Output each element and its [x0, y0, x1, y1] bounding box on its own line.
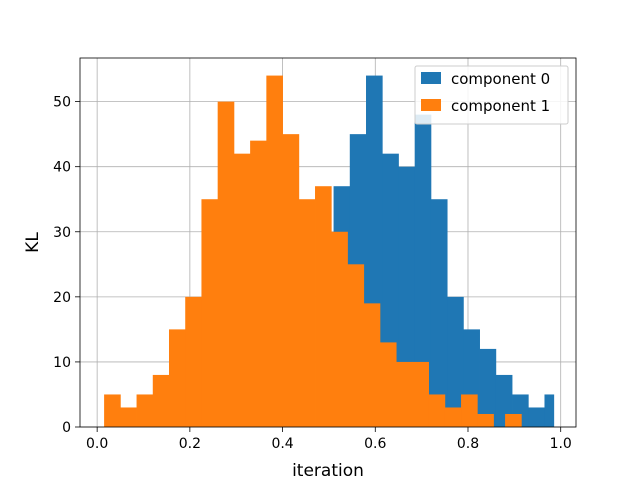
- histogram-bar: [217, 101, 235, 427]
- histogram-bar: [233, 153, 251, 427]
- histogram-bar: [505, 413, 522, 427]
- histogram-bar: [298, 199, 316, 427]
- histogram-bar: [479, 348, 497, 427]
- histogram-bar: [414, 114, 432, 427]
- histogram-bar: [363, 303, 381, 427]
- histogram-bar: [461, 394, 478, 427]
- legend-label-component-1: component 1: [451, 97, 550, 115]
- histogram-bars: [104, 75, 555, 428]
- histogram-bar: [266, 75, 283, 428]
- histogram-bar: [477, 413, 494, 427]
- histogram-bar: [152, 374, 170, 427]
- plot-frame: [79, 57, 577, 428]
- histogram-bar: [282, 134, 300, 427]
- histogram-bar: [544, 394, 555, 427]
- histogram-bar: [396, 361, 413, 427]
- x-tick-label: 0.2: [179, 436, 201, 452]
- y-tick-label: 50: [53, 95, 71, 111]
- histogram-bar: [185, 296, 202, 427]
- legend-swatch-component-1: [421, 99, 441, 111]
- histogram-bar: [250, 140, 267, 427]
- histogram-bar: [444, 407, 462, 427]
- histogram-bar: [447, 296, 464, 427]
- histogram-bar: [379, 342, 397, 427]
- histogram-bar: [120, 407, 137, 427]
- legend: component 0 component 1: [414, 65, 569, 125]
- y-tick-label: 10: [53, 355, 71, 371]
- histogram-bar: [430, 199, 448, 427]
- legend-label-component-0: component 0: [451, 70, 550, 88]
- axis-ticks: 0.0 0.2 0.4 0.6 0.8 1.0 0 10 20 30 40 50: [53, 95, 572, 452]
- y-axis-label: KL: [23, 232, 43, 253]
- histogram-bar: [528, 407, 545, 427]
- y-tick-label: 20: [53, 290, 71, 306]
- histogram-bar: [347, 264, 365, 427]
- y-tick-label: 0: [62, 420, 71, 436]
- x-tick-label: 0.8: [457, 436, 479, 452]
- histogram-bar: [428, 394, 446, 427]
- legend-box: [414, 65, 569, 125]
- y-tick-label: 40: [53, 160, 71, 176]
- x-tick-label: 1.0: [550, 436, 572, 452]
- histogram-bar: [315, 186, 332, 427]
- histogram-bar: [412, 361, 429, 427]
- histogram-bar: [104, 394, 121, 427]
- legend-swatch-component-0: [421, 72, 441, 84]
- x-axis-label: iteration: [292, 461, 364, 480]
- histogram-bar: [169, 329, 186, 427]
- x-tick-label: 0.0: [86, 436, 108, 452]
- histogram-bar: [136, 394, 154, 427]
- histogram-bar: [331, 231, 348, 427]
- x-tick-label: 0.6: [364, 436, 386, 452]
- x-tick-label: 0.4: [271, 436, 293, 452]
- histogram-bar: [201, 199, 219, 427]
- y-tick-label: 30: [53, 225, 71, 241]
